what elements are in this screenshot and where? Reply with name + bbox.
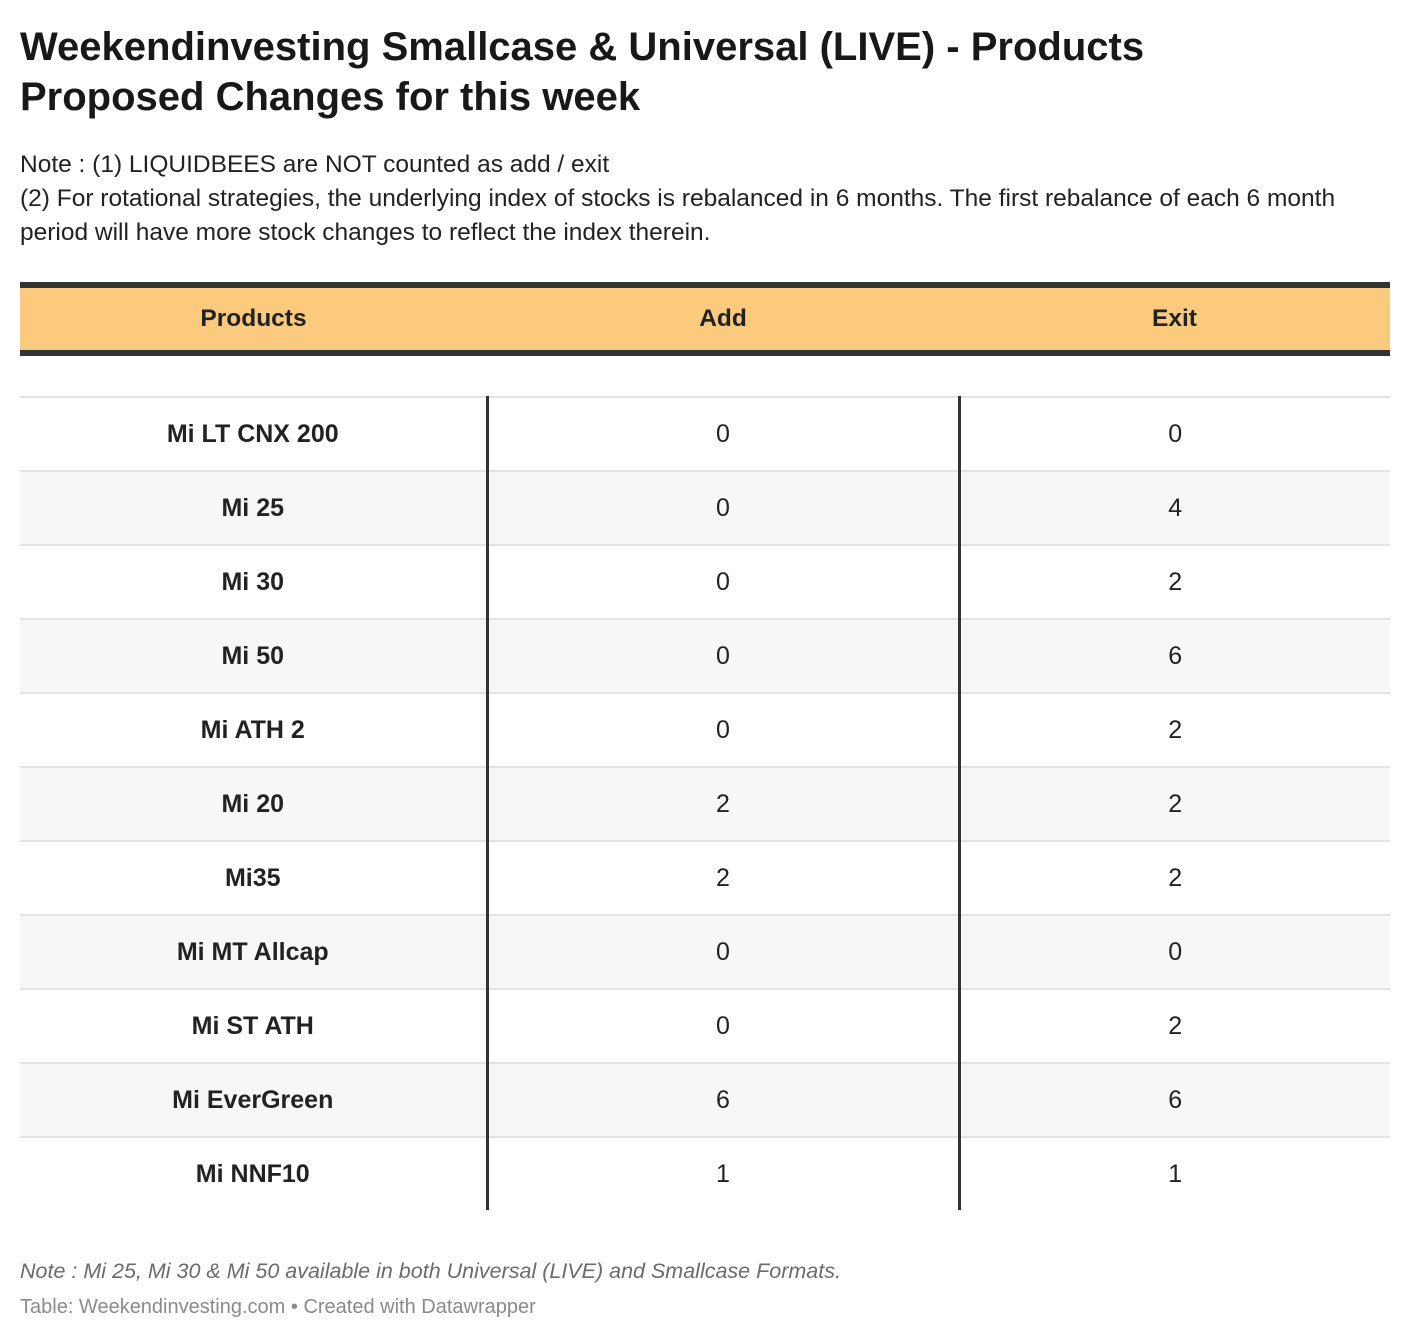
exit-cell: 6: [957, 619, 1390, 694]
header-spacer: [20, 353, 1390, 398]
table-row: Mi 20 2 2: [20, 767, 1390, 842]
exit-cell: 2: [957, 989, 1390, 1064]
footer-note: Note : Mi 25, Mi 30 & Mi 50 available in…: [20, 1259, 841, 1283]
product-cell: Mi35: [20, 841, 487, 916]
add-cell: 1: [485, 1137, 959, 1210]
product-cell: Mi NNF10: [20, 1137, 487, 1210]
add-cell: 2: [485, 841, 959, 916]
table-row: Mi EverGreen 6 6: [20, 1063, 1390, 1138]
exit-cell: 0: [957, 915, 1390, 990]
table-row: Mi 50 0 6: [20, 619, 1390, 694]
table-row: Mi 30 0 2: [20, 545, 1390, 620]
note-2: (2) For rotational strategies, the under…: [20, 185, 1336, 246]
product-cell: Mi 20: [20, 767, 487, 842]
table-row: Mi MT Allcap 0 0: [20, 915, 1390, 990]
product-cell: Mi MT Allcap: [20, 915, 487, 990]
product-cell: Mi ATH 2: [20, 693, 487, 768]
table-header-row: Products Add Exit: [20, 282, 1390, 356]
exit-cell: 2: [957, 693, 1390, 768]
product-cell: Mi EverGreen: [20, 1063, 487, 1138]
add-cell: 0: [485, 915, 959, 990]
exit-cell: 1: [957, 1137, 1390, 1210]
table-row: Mi LT CNX 200 0 0: [20, 397, 1390, 472]
exit-cell: 2: [957, 767, 1390, 842]
table-body: Mi LT CNX 200 0 0 Mi 25 0 4 Mi 30 0 2 Mi 50 0 6 Mi A…: [20, 353, 1390, 1210]
note-1: Note : (1) LIQUIDBEES are NOT counted as…: [20, 151, 610, 178]
header-products: Products: [20, 282, 487, 356]
product-cell: Mi 30: [20, 545, 487, 620]
product-cell: Mi ST ATH: [20, 989, 487, 1064]
product-cell: Mi 25: [20, 471, 487, 546]
add-cell: 0: [485, 989, 959, 1064]
exit-cell: 4: [957, 471, 1390, 546]
table-row: Mi 25 0 4: [20, 471, 1390, 546]
notes: Note : (1) LIQUIDBEES are NOT counted as…: [20, 148, 1390, 250]
chart-title: Weekendinvesting Smallcase & Universal (…: [20, 25, 1145, 119]
table-row: Mi NNF10 1 1: [20, 1137, 1390, 1210]
credit-line: Table: Weekendinvesting.com • Created wi…: [20, 1296, 536, 1318]
product-cell: Mi LT CNX 200: [20, 397, 487, 472]
add-cell: 0: [485, 545, 959, 620]
add-cell: 0: [485, 619, 959, 694]
chart-container: Weekendinvesting Smallcase & Universal (…: [20, 0, 1390, 1210]
add-cell: 2: [485, 767, 959, 842]
exit-cell: 2: [957, 841, 1390, 916]
header-exit: Exit: [959, 282, 1390, 356]
add-cell: 0: [485, 397, 959, 472]
exit-cell: 6: [957, 1063, 1390, 1138]
add-cell: 6: [485, 1063, 959, 1138]
table-row: Mi ST ATH 0 2: [20, 989, 1390, 1064]
product-cell: Mi 50: [20, 619, 487, 694]
table-row: Mi35 2 2: [20, 841, 1390, 916]
add-cell: 0: [485, 693, 959, 768]
products-table: Products Add Exit Mi LT CNX 200 0 0 Mi 25 0 4…: [20, 282, 1390, 1210]
add-cell: 0: [485, 471, 959, 546]
exit-cell: 2: [957, 545, 1390, 620]
exit-cell: 0: [957, 397, 1390, 472]
header-add: Add: [487, 282, 959, 356]
